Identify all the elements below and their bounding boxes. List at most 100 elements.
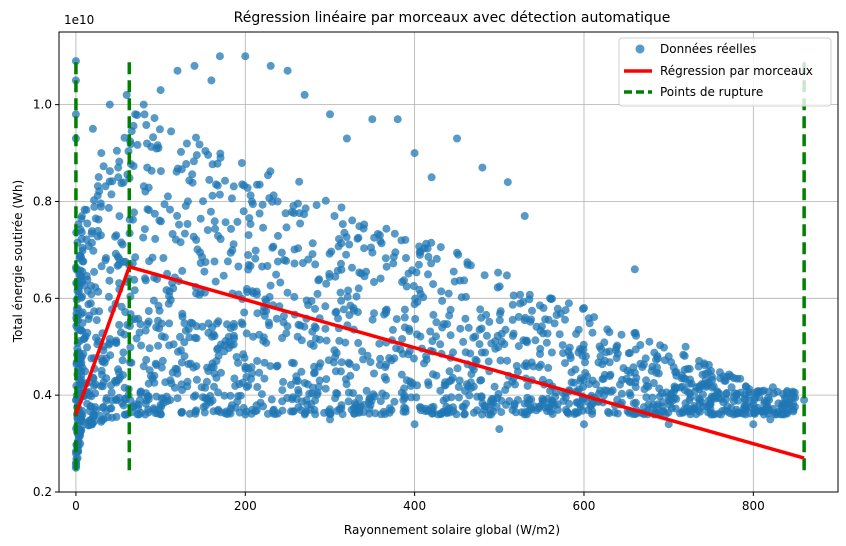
scatter-point: [98, 382, 107, 391]
axes-layer: 0 200 400 600 800 0.2 0.4 0.6 0.8 1.0: [33, 31, 839, 513]
scatter-point: [107, 388, 116, 397]
scatter-point: [142, 121, 151, 129]
scatter-point: [707, 366, 715, 375]
x-axis-label: Rayonnement solaire global (W/m2): [344, 523, 560, 537]
scatter-point: [600, 338, 609, 347]
scatter-point: [97, 202, 105, 211]
scatter-point: [81, 332, 90, 341]
scatter-point: [368, 315, 377, 324]
scatter-point: [175, 220, 183, 229]
scatter-point: [216, 149, 225, 158]
scatter-point: [112, 376, 121, 385]
scatter-point: [336, 288, 345, 297]
scatter-point: [576, 374, 585, 383]
scatter-point: [265, 321, 274, 330]
scatter-point: [220, 391, 229, 400]
scatter-point: [178, 312, 187, 321]
scatter-point: [382, 360, 390, 369]
scatter-point: [192, 406, 201, 415]
scatter-point: [147, 166, 156, 175]
scatter-point: [490, 382, 499, 391]
scatter-point: [422, 355, 431, 364]
scatter-point: [286, 380, 295, 389]
scatter-point: [76, 225, 85, 234]
legend-label: Données réelles: [660, 42, 756, 56]
scatter-layer: [71, 52, 809, 472]
scatter-point: [349, 306, 358, 315]
scatter-point: [536, 360, 545, 369]
scatter-point: [113, 261, 122, 270]
scatter-point: [340, 228, 349, 237]
scatter-point: [295, 209, 304, 218]
scatter-point: [107, 190, 116, 199]
scatter-point: [288, 395, 297, 404]
scatter-point: [459, 337, 468, 346]
scatter-point: [292, 372, 301, 381]
scatter-point: [199, 197, 207, 206]
scatter-point: [181, 326, 190, 335]
scatter-point: [561, 315, 569, 324]
scatter-point: [429, 310, 438, 319]
scatter-point: [207, 76, 216, 85]
scatter-point: [695, 357, 704, 365]
scatter-point: [99, 162, 108, 171]
scatter-point: [104, 292, 113, 301]
scatter-point: [436, 340, 445, 349]
scatter-point: [160, 333, 169, 342]
scatter-point: [230, 374, 239, 383]
scatter-point: [278, 386, 287, 395]
scatter-point: [344, 397, 353, 406]
scatter-point: [440, 408, 449, 417]
scatter-point: [158, 356, 167, 365]
scatter-point: [355, 394, 363, 403]
scatter-point: [229, 240, 238, 249]
scatter-point: [338, 410, 347, 419]
scatter-point: [456, 324, 465, 333]
scatter-point: [445, 367, 454, 376]
scatter-point: [226, 404, 235, 413]
scatter-point: [278, 334, 287, 342]
scatter-point: [694, 394, 703, 403]
scatter-point: [114, 163, 123, 172]
scatter-point: [226, 391, 235, 400]
scatter-point: [87, 238, 96, 247]
scatter-point: [321, 196, 330, 205]
regression-line: [74, 265, 805, 460]
scatter-point: [687, 379, 696, 388]
scatter-point: [789, 407, 798, 416]
scatter-point: [91, 283, 100, 292]
scatter-point: [390, 229, 399, 238]
scatter-point: [788, 389, 797, 397]
scatter-point: [536, 344, 545, 353]
scatter-point: [301, 204, 310, 213]
scatter-point: [155, 216, 164, 225]
scatter-point: [88, 124, 97, 133]
scatter-point: [664, 420, 673, 429]
scatter-point: [466, 261, 475, 270]
scatter-point: [113, 252, 122, 261]
scatter-point: [131, 110, 140, 119]
scatter-point: [115, 320, 124, 329]
scatter-point: [153, 141, 162, 150]
scatter-point: [129, 162, 138, 171]
scatter-point: [720, 376, 729, 385]
x-tick-label: 0: [72, 499, 80, 513]
scatter-point: [145, 344, 154, 353]
scatter-point: [303, 380, 312, 389]
scatter-point: [745, 385, 754, 394]
scatter-point: [517, 408, 526, 417]
scatter-point: [146, 371, 155, 380]
scatter-point: [313, 390, 321, 399]
scatter-point: [348, 263, 356, 272]
scatter-point: [148, 253, 157, 262]
scatter-point: [189, 232, 198, 241]
scatter-point: [105, 100, 114, 109]
scatter-point: [149, 133, 158, 142]
scatter-point: [136, 320, 145, 329]
scatter-point: [368, 248, 377, 257]
scatter-point: [598, 375, 607, 384]
scatter-point: [239, 403, 248, 412]
scatter-point: [461, 386, 469, 395]
scatter-point: [212, 373, 221, 382]
plot-frame: [58, 31, 839, 493]
